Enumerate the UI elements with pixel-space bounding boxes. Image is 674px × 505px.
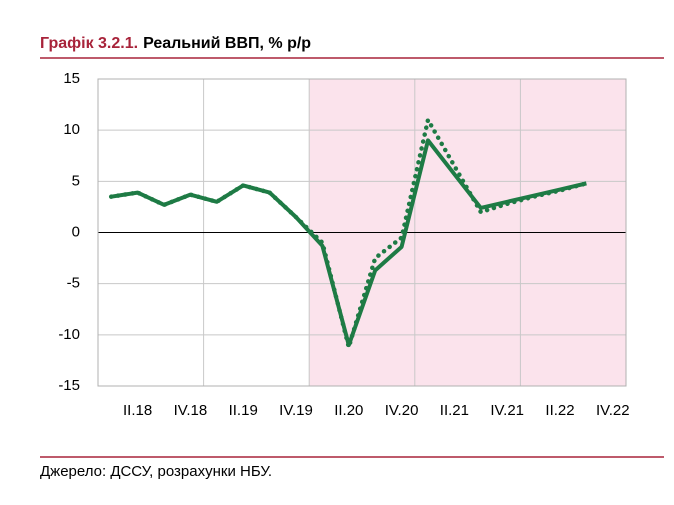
x-tick-label: II.18 bbox=[123, 402, 152, 419]
x-tick-label: IV.19 bbox=[279, 402, 313, 419]
x-tick-label: II.22 bbox=[545, 402, 574, 419]
y-tick-label: 10 bbox=[63, 121, 80, 138]
x-tick-label: IV.22 bbox=[596, 402, 630, 419]
x-tick-label: IV.21 bbox=[490, 402, 524, 419]
chart-title: Графік 3.2.1. Реальний ВВП, % р/р bbox=[40, 35, 311, 52]
y-tick-label: -10 bbox=[58, 326, 80, 343]
plot-frame bbox=[97, 78, 627, 387]
x-tick-label: II.20 bbox=[334, 402, 363, 419]
source-note: Джерело: ДССУ, розрахунки НБУ. bbox=[40, 463, 272, 480]
title-prefix: Графік 3.2.1. bbox=[40, 35, 138, 52]
y-tick-label: -15 bbox=[58, 377, 80, 394]
x-tick-label: II.21 bbox=[440, 402, 469, 419]
y-tick-label: 5 bbox=[72, 172, 80, 189]
y-tick-label: 15 bbox=[63, 70, 80, 87]
x-tick-label: IV.20 bbox=[385, 402, 419, 419]
y-tick-label: -5 bbox=[67, 275, 80, 292]
series-line bbox=[108, 117, 589, 350]
x-tick-label: II.19 bbox=[229, 402, 258, 419]
y-tick-label: 0 bbox=[72, 223, 80, 240]
x-tick-label: IV.18 bbox=[174, 402, 208, 419]
title-text: Реальний ВВП, % р/р bbox=[143, 35, 311, 52]
